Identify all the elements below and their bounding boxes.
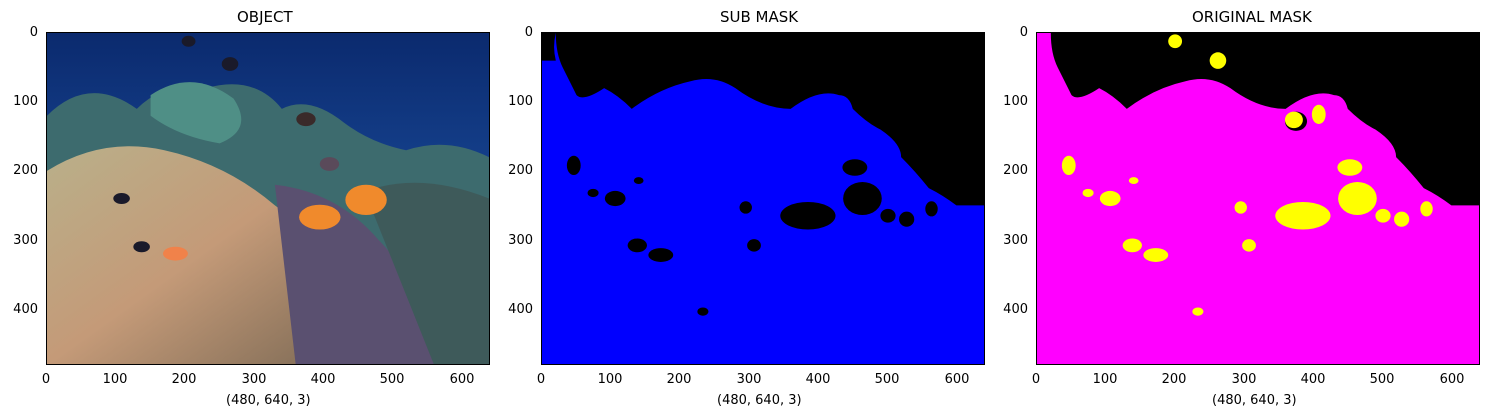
- y-tick-label: 100: [13, 94, 38, 109]
- x-tick-label: 500: [379, 372, 405, 387]
- y-tick-label: 200: [508, 163, 533, 178]
- y-tick-label: 100: [508, 94, 533, 109]
- y-tick-label: 400: [1003, 302, 1028, 317]
- y-tick-label: 400: [13, 302, 38, 317]
- x-tick-label: 100: [102, 372, 128, 387]
- x-tick-label: 200: [1161, 372, 1187, 387]
- original-mask-image: [1036, 32, 1480, 365]
- x-tick-label: 600: [1439, 372, 1465, 387]
- sub-mask-panel: SUB MASK 0 100 200 300 400: [495, 0, 985, 418]
- original-mask-xlabel: (480, 640, 3): [1212, 393, 1297, 408]
- y-tick-label: 400: [508, 302, 533, 317]
- sub-mask-image: [541, 32, 985, 365]
- y-tick-label: 0: [1019, 25, 1028, 40]
- y-tick-label: 100: [1003, 94, 1028, 109]
- sub-mask-xlabel: (480, 640, 3): [717, 393, 802, 408]
- x-tick-label: 400: [310, 372, 336, 387]
- original-mask-panel: ORIGINAL MASK 0 100: [990, 0, 1480, 418]
- y-tick-label: 300: [1003, 233, 1028, 248]
- y-tick-label: 300: [508, 233, 533, 248]
- x-tick-label: 500: [1369, 372, 1395, 387]
- y-tick-label: 300: [13, 233, 38, 248]
- x-tick-label: 200: [666, 372, 692, 387]
- object-xlabel: (480, 640, 3): [226, 393, 311, 408]
- object-panel: OBJECT: [0, 0, 490, 418]
- x-tick-label: 0: [536, 372, 546, 387]
- y-tick-label: 200: [13, 163, 38, 178]
- x-tick-label: 600: [449, 372, 475, 387]
- x-tick-label: 100: [597, 372, 623, 387]
- x-tick-label: 100: [1092, 372, 1118, 387]
- x-tick-label: 400: [1300, 372, 1326, 387]
- x-tick-label: 0: [41, 372, 51, 387]
- x-tick-label: 500: [874, 372, 900, 387]
- x-tick-label: 400: [805, 372, 831, 387]
- x-tick-label: 0: [1031, 372, 1041, 387]
- x-tick-label: 200: [171, 372, 197, 387]
- object-title: OBJECT: [237, 8, 293, 26]
- object-image: [46, 32, 490, 365]
- sub-mask-title: SUB MASK: [720, 8, 799, 26]
- x-tick-label: 300: [1231, 372, 1257, 387]
- y-tick-label: 0: [29, 25, 38, 40]
- y-tick-label: 200: [1003, 163, 1028, 178]
- original-mask-title: ORIGINAL MASK: [1192, 8, 1312, 26]
- x-tick-label: 300: [241, 372, 267, 387]
- y-tick-label: 0: [524, 25, 533, 40]
- x-tick-label: 300: [736, 372, 762, 387]
- x-tick-label: 600: [944, 372, 970, 387]
